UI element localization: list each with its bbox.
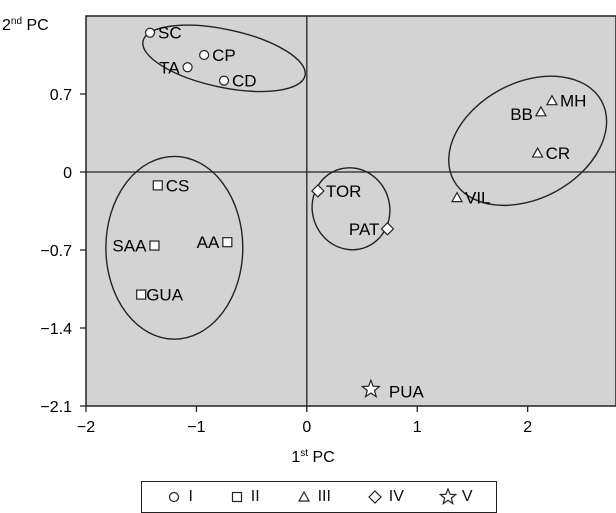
y-tick-label: −1.4: [40, 321, 72, 338]
circle-marker: [182, 62, 193, 73]
triangle-marker: [297, 490, 310, 502]
diamond-marker: [380, 221, 395, 236]
point-label: SC: [158, 24, 182, 43]
legend-label: IV: [388, 488, 404, 505]
triangle-marker: [450, 191, 464, 203]
y-tick-label: 0.7: [50, 87, 72, 104]
circle-icon: [169, 491, 180, 503]
point-label: SAA: [112, 237, 147, 256]
point-label: TA: [159, 58, 180, 77]
point-label: VIL: [465, 189, 491, 208]
triangle-icon: [297, 490, 310, 502]
legend: I II III IV V: [141, 481, 497, 513]
diamond-icon: [367, 490, 382, 504]
triangle-marker: [545, 94, 558, 106]
plot-area: [85, 15, 616, 407]
point-label: PAT: [349, 220, 380, 239]
x-tick-label: 2: [523, 419, 532, 436]
cluster-ellipse: [448, 75, 608, 207]
y-tick-label: −0.7: [40, 243, 72, 260]
x-tick-label: −1: [187, 419, 205, 436]
triangle-marker: [534, 105, 547, 117]
cluster-ellipse: [311, 167, 391, 251]
point-label: GUA: [146, 286, 184, 305]
cluster-ellipse: [105, 155, 244, 340]
point-label: CD: [232, 72, 257, 91]
legend-item: II: [228, 488, 260, 506]
point-label: CR: [546, 144, 571, 163]
square-marker: [136, 289, 147, 300]
x-axis-title: 1st PC: [291, 448, 334, 466]
legend-item: III: [295, 488, 331, 506]
circle-marker: [218, 75, 230, 86]
data-points: SC TA CP CD CS SAA AA GUA MH BB CR VIL TOR PAT PUA: [112, 24, 586, 402]
square-marker: [152, 180, 163, 191]
point-label: PUA: [389, 382, 425, 401]
legend-label: III: [317, 488, 331, 505]
point-label: CS: [166, 176, 190, 195]
x-tick-label: −2: [77, 419, 95, 436]
square-marker: [222, 237, 233, 248]
legend-label: I: [188, 488, 193, 505]
square-icon: [231, 491, 242, 503]
diamond-marker: [311, 184, 325, 198]
triangle-marker: [531, 146, 544, 158]
legend-item: I: [165, 488, 193, 506]
axis-ticks: −2 −1 0 1 2 0.7 0 −0.7 −1.4 −2.1: [40, 87, 532, 436]
diamond-marker: [367, 490, 382, 504]
x-tick-label: 1: [413, 419, 422, 436]
legend-item: V: [438, 488, 473, 506]
point-label: BB: [510, 105, 533, 124]
star-marker: [360, 378, 381, 398]
cluster-ellipses: [105, 24, 608, 340]
legend-label: II: [250, 488, 260, 505]
legend-label: V: [461, 488, 473, 505]
star-marker: [438, 488, 457, 505]
circle-marker: [144, 27, 156, 38]
cluster-ellipse: [142, 24, 306, 93]
square-marker: [231, 491, 242, 503]
y-axis-title: 2nd PC: [2, 16, 49, 34]
x-tick-label: 0: [302, 419, 311, 436]
y-tick-label: −2.1: [40, 399, 72, 416]
point-label: CP: [212, 46, 236, 65]
star-icon: [438, 488, 457, 505]
point-label: MH: [560, 92, 586, 111]
y-tick-label: 0: [63, 165, 72, 182]
point-label: AA: [197, 233, 220, 252]
point-label: TOR: [326, 182, 362, 201]
square-marker: [149, 240, 160, 251]
circle-marker: [199, 49, 210, 61]
circle-marker: [169, 491, 180, 503]
scatter-chart: −2 −1 0 1 2 0.7 0 −0.7 −1.4 −2.1 SC TA CP CD CS SAA AA G…: [2, 15, 616, 466]
legend-item: IV: [366, 488, 404, 506]
